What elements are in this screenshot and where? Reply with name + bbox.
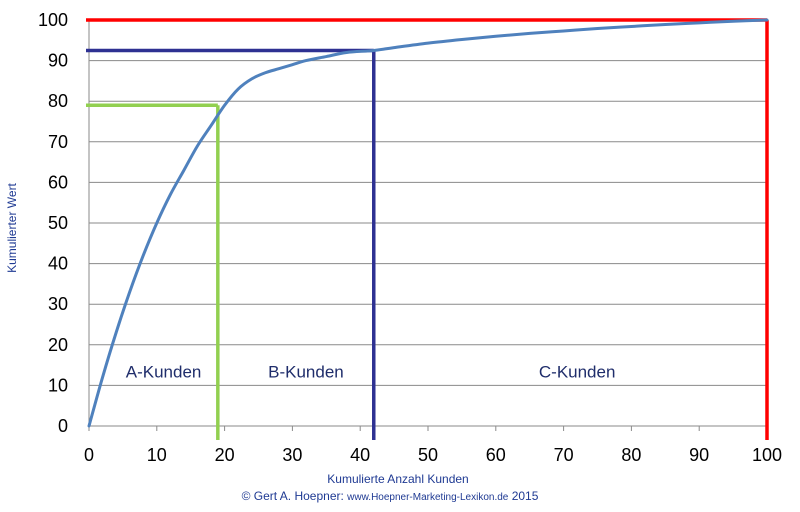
y-tick-label: 100 [38, 10, 68, 30]
threshold-lines [86, 18, 769, 440]
y-tick-label: 40 [48, 254, 68, 274]
x-axis-ticks: 0 10 20 30 40 50 60 70 80 90 100 [84, 445, 782, 465]
y-tick-label: 60 [48, 172, 68, 192]
series-group [87, 18, 769, 428]
credit-site: www.Hoepner-Marketing-Lexikon.de [346, 492, 509, 503]
x-tick-label: 50 [418, 445, 438, 465]
y-tick-label: 30 [48, 294, 68, 314]
x-tick-label: 10 [147, 445, 167, 465]
y-tick-label: 90 [48, 51, 68, 71]
y-tick-label: 50 [48, 213, 68, 233]
credit-year: 2015 [508, 489, 538, 503]
x-tick-label: 80 [621, 445, 641, 465]
region-label: A-Kunden [126, 362, 202, 381]
region-label: B-Kunden [268, 362, 344, 381]
x-tick-label: 100 [752, 445, 782, 465]
region-label: C-Kunden [539, 362, 616, 381]
region-labels: A-Kunden B-Kunden C-Kunden [126, 362, 616, 381]
x-tick-label: 90 [689, 445, 709, 465]
y-tick-label: 70 [48, 132, 68, 152]
y-tick-label: 80 [48, 91, 68, 111]
x-tick-label: 60 [486, 445, 506, 465]
y-tick-label: 0 [58, 416, 68, 436]
y-axis-title: Kumulierter Wert [5, 182, 19, 272]
cumulative-value-curve [87, 18, 769, 428]
x-tick-label: 40 [350, 445, 370, 465]
credit-line: © Gert A. Hoepner: www.Hoepner-Marketing… [242, 489, 539, 503]
x-tick-label: 30 [282, 445, 302, 465]
x-axis-title: Kumulierte Anzahl Kunden [327, 472, 468, 486]
y-axis-ticks: 0 10 20 30 40 50 60 70 80 90 100 [38, 10, 68, 436]
y-tick-label: 20 [48, 335, 68, 355]
credit-prefix: © Gert A. Hoepner: [242, 489, 348, 503]
y-tick-label: 10 [48, 375, 68, 395]
x-tick-label: 0 [84, 445, 94, 465]
x-tick-label: 70 [554, 445, 574, 465]
x-tick-label: 20 [215, 445, 235, 465]
